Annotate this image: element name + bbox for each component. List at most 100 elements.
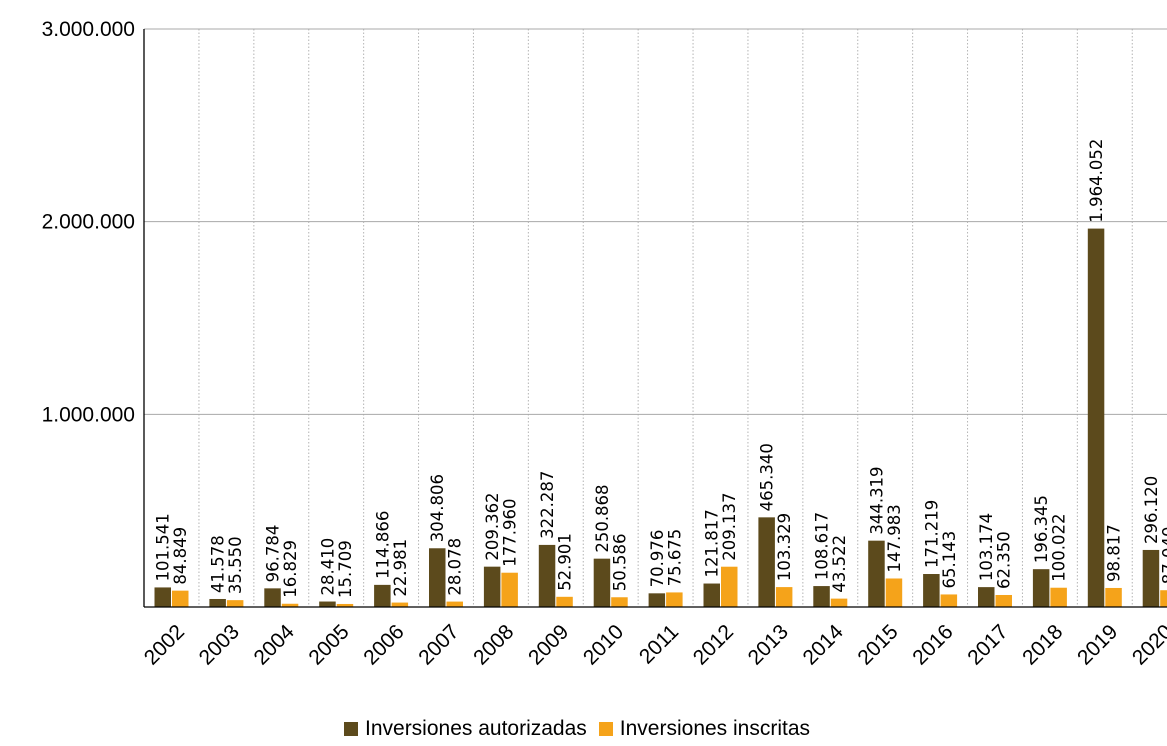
x-tick-label: 2012 [689,620,738,669]
bar-autorizadas [703,583,720,607]
bar-inscritas [501,572,518,607]
bar-autorizadas [868,540,885,607]
data-label-autorizadas: 196.345 [1032,495,1051,563]
data-label-autorizadas: 121.817 [703,509,722,577]
data-label-autorizadas: 96.784 [264,525,283,583]
bar-inscritas [775,587,793,607]
x-axis-ticks: 2002 2003 2004 2005 2006 2007 2008 2009 2010 2011… [140,620,1167,670]
legend-label-autorizadas: Inversiones autorizadas [365,717,587,740]
data-label-autorizadas: 465.340 [758,443,777,511]
data-label-inscritas: 65.143 [940,531,959,589]
data-label-inscritas: 52.901 [556,533,575,591]
bar-autorizadas [978,587,995,607]
data-label-inscritas: 147.983 [885,504,904,572]
data-label-inscritas: 209.137 [720,492,739,560]
data-label-inscritas: 87.040 [1159,526,1167,584]
data-label-autorizadas: 114.866 [373,511,392,579]
data-label-inscritas: 28.078 [446,538,465,596]
bar-autorizadas [538,544,556,607]
data-label-autorizadas: 70.976 [648,530,667,588]
x-tick-label: 2008 [469,620,518,669]
legend-label-inscritas: Inversiones inscritas [619,717,811,740]
data-label-autorizadas: 250.868 [593,484,612,552]
x-tick-label: 2013 [744,620,793,669]
bar-inscritas [666,592,683,607]
x-tick-label: 2009 [524,620,573,669]
bar-inscritas [1050,587,1067,607]
axes [143,29,1167,608]
legend-swatch-autorizadas [344,722,358,736]
bar-inscritas [940,594,958,607]
data-label-inscritas: 103.329 [775,513,794,581]
x-tick-label: 2007 [414,620,463,669]
bar-inscritas [556,596,573,607]
bar-inscritas [830,598,848,607]
x-tick-label: 2018 [1018,620,1067,669]
legend-item-autorizadas: Inversiones autorizadas [344,717,587,741]
bar-autorizadas [1087,228,1105,607]
legend-item-inscritas: Inversiones inscritas [598,717,811,741]
bar-inscritas [281,603,299,607]
bar-autorizadas [483,566,501,607]
bar-autorizadas [154,587,171,607]
data-label-inscritas: 16.829 [281,540,300,598]
bar-autorizadas [429,548,446,607]
data-label-autorizadas: 28.410 [318,538,337,596]
data-label-inscritas: 50.586 [610,534,629,592]
bar-inscritas [172,590,189,607]
bar-autorizadas [758,517,775,607]
bar-autorizadas [923,574,940,607]
data-label-autorizadas: 322.287 [538,471,557,539]
bar-inscritas [1160,590,1167,607]
data-label-autorizadas: 103.174 [977,513,996,581]
y-tick-label: 3.000.000 [42,18,135,41]
bar-autorizadas [319,601,336,607]
legend: Inversiones autorizadas Inversiones insc… [344,717,822,741]
data-label-inscritas: 84.849 [171,527,190,585]
bar-inscritas [611,597,628,607]
bar-inscritas [995,594,1012,607]
bar-inscritas [721,566,738,607]
data-label-autorizadas: 304.806 [428,474,447,542]
data-label-autorizadas: 41.578 [209,535,228,593]
x-tick-label: 2019 [1073,620,1122,669]
data-label-autorizadas: 171.219 [922,500,941,568]
data-label-inscritas: 35.550 [226,536,245,594]
bar-inscritas [391,602,409,607]
y-axis-ticks: 3.000.000 2.000.000 1.000.000 [42,18,135,426]
y-tick-label: 1.000.000 [42,403,135,426]
data-label-autorizadas: 1.964.052 [1087,139,1106,223]
bars [154,228,1167,607]
x-tick-label: 2014 [799,620,849,670]
bar-autorizadas [374,584,391,607]
data-label-inscritas: 100.022 [1050,513,1069,581]
x-tick-label: 2015 [853,620,902,669]
data-label-autorizadas: 344.319 [867,466,886,534]
bar-inscritas [885,578,903,607]
x-tick-label: 2020 [1128,620,1167,669]
y-tick-label: 2.000.000 [42,211,135,234]
x-tick-label: 2010 [579,620,628,669]
data-label-inscritas: 75.675 [665,529,684,587]
data-label-autorizadas: 209.362 [483,492,502,560]
x-tick-label: 2004 [250,620,300,670]
legend-swatch-inscritas [598,722,613,736]
bar-inscritas [226,600,244,607]
data-label-inscritas: 43.522 [830,535,849,593]
x-tick-label: 2011 [635,620,683,668]
bar-autorizadas [209,598,226,607]
data-label-inscritas: 22.981 [391,539,410,597]
x-tick-label: 2016 [908,620,957,669]
bar-autorizadas [593,558,611,607]
data-label-autorizadas: 101.541 [154,513,173,581]
data-label-autorizadas: 296.120 [1142,476,1161,544]
bar-inscritas [1105,587,1122,607]
x-tick-label: 2017 [963,620,1012,669]
bar-autorizadas [264,588,281,607]
data-label-inscritas: 98.817 [1105,524,1124,582]
bar-inscritas [336,603,354,607]
bar-autorizadas [648,593,666,607]
data-label-inscritas: 15.709 [336,540,355,598]
